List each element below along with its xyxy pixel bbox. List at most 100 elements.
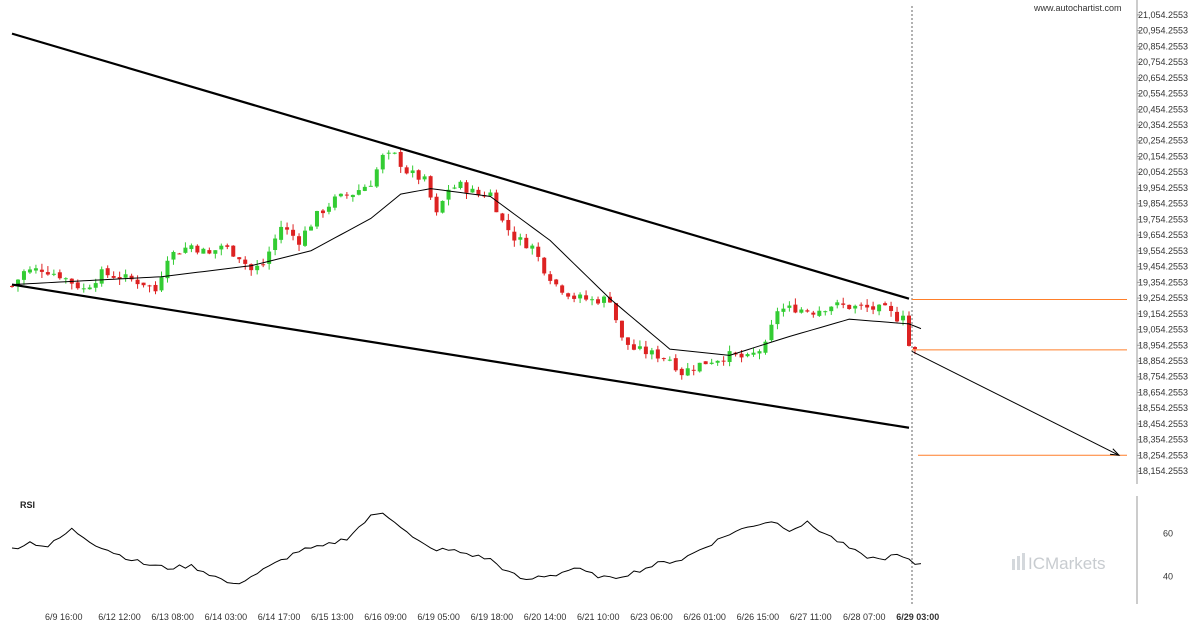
candle-body	[374, 169, 379, 187]
candle-body	[554, 279, 559, 285]
candle-body	[518, 237, 523, 240]
time-tick-label: 6/12 12:00	[98, 612, 141, 622]
time-tick-label: 6/23 06:00	[630, 612, 673, 622]
candle-body	[907, 315, 911, 346]
time-tick-label: 6/26 15:00	[737, 612, 780, 622]
candle-body	[303, 230, 308, 246]
price-tick-label: 19,954.2553	[1138, 183, 1188, 193]
time-tick-label: 6/9 16:00	[45, 612, 83, 622]
candle-body	[566, 293, 571, 297]
forecast-arrow-line	[911, 350, 1120, 456]
candle-body	[207, 250, 212, 254]
candle-body	[655, 349, 660, 359]
candle-body	[261, 264, 266, 266]
price-tick-label: 18,754.2553	[1138, 372, 1188, 382]
price-tick-label: 18,254.2553	[1138, 450, 1188, 460]
candle-body	[338, 193, 343, 197]
price-tick-label: 20,154.2553	[1138, 151, 1188, 161]
candle-body	[578, 294, 583, 299]
price-tick-label: 18,954.2553	[1138, 340, 1188, 350]
candle-body	[590, 299, 595, 301]
candle-body	[153, 284, 158, 292]
candle-body	[679, 368, 684, 376]
candle-body	[859, 304, 864, 306]
candle-body	[871, 306, 876, 310]
candle-body	[33, 268, 38, 271]
candle-body	[356, 190, 361, 195]
candle-body	[751, 352, 756, 355]
candle-body	[362, 186, 367, 191]
candle-body	[434, 196, 439, 213]
candle-body	[895, 311, 900, 322]
logo-text: ICMarkets	[1028, 554, 1105, 573]
price-tick-label: 19,854.2553	[1138, 199, 1188, 209]
candle-body	[548, 274, 553, 281]
candle-body	[51, 273, 56, 275]
candle-body	[488, 192, 493, 197]
candle-body	[901, 315, 906, 321]
candle-body	[416, 170, 421, 180]
candle-body	[745, 354, 750, 357]
candle-body	[775, 311, 780, 325]
time-tick-label: 6/29 03:00	[896, 612, 939, 622]
candle-body	[637, 346, 642, 349]
candle-body	[649, 350, 654, 355]
candle-body	[757, 351, 762, 354]
candle-body	[386, 152, 391, 154]
candle-body	[189, 245, 194, 250]
time-tick-label: 6/19 18:00	[471, 612, 514, 622]
price-tick-label: 20,054.2553	[1138, 167, 1188, 177]
candle-body	[506, 219, 511, 231]
candle-body	[159, 277, 164, 291]
rsi-panel: RSI 60 40	[11, 496, 1173, 604]
moving-average	[11, 188, 922, 356]
candle-body	[314, 211, 319, 227]
price-tick-label: 20,954.2553	[1138, 26, 1188, 36]
candle-body	[476, 189, 481, 196]
candle-body	[715, 360, 720, 363]
candle-body	[631, 344, 636, 350]
candle-body	[542, 257, 547, 274]
price-tick-label: 18,154.2553	[1138, 466, 1188, 476]
price-tick-label: 20,354.2553	[1138, 120, 1188, 130]
candle-body	[781, 308, 786, 312]
candle-body	[195, 245, 200, 253]
price-tick-label: 18,354.2553	[1138, 435, 1188, 445]
candle-body	[853, 305, 858, 309]
candle-body	[500, 213, 505, 221]
candle-body	[350, 194, 355, 198]
price-tick-label: 18,854.2553	[1138, 356, 1188, 366]
icmarkets-logo: ICMarkets	[1012, 553, 1105, 573]
candle-body	[793, 304, 798, 313]
time-tick-label: 6/16 09:00	[364, 612, 407, 622]
lower-trendline	[11, 283, 910, 429]
candle-body	[75, 282, 80, 289]
candle-body	[643, 346, 648, 355]
price-tick-label: 21,054.2553	[1138, 10, 1188, 20]
candle-body	[739, 353, 744, 358]
candle-body	[332, 196, 337, 208]
candle-body	[380, 154, 385, 170]
candle-body	[123, 274, 128, 278]
candle-body	[326, 206, 331, 212]
candle-body	[410, 170, 415, 174]
time-tick-label: 6/20 14:00	[524, 612, 567, 622]
candle-body	[165, 260, 170, 279]
candle-body	[691, 369, 696, 371]
price-tick-label: 19,054.2553	[1138, 325, 1188, 335]
candle-body	[147, 285, 152, 287]
time-tick-label: 6/14 17:00	[258, 612, 301, 622]
candle-body	[829, 306, 834, 312]
candle-body	[93, 283, 98, 288]
candle-body	[320, 210, 325, 214]
candle-body	[560, 285, 565, 293]
candle-body	[392, 152, 397, 154]
candle-body	[231, 245, 236, 257]
candles	[10, 148, 917, 380]
candle-body	[368, 185, 373, 187]
time-tick-label: 6/15 13:00	[311, 612, 354, 622]
time-tick-label: 6/14 03:00	[205, 612, 248, 622]
candle-body	[428, 176, 433, 198]
candle-body	[661, 358, 666, 360]
